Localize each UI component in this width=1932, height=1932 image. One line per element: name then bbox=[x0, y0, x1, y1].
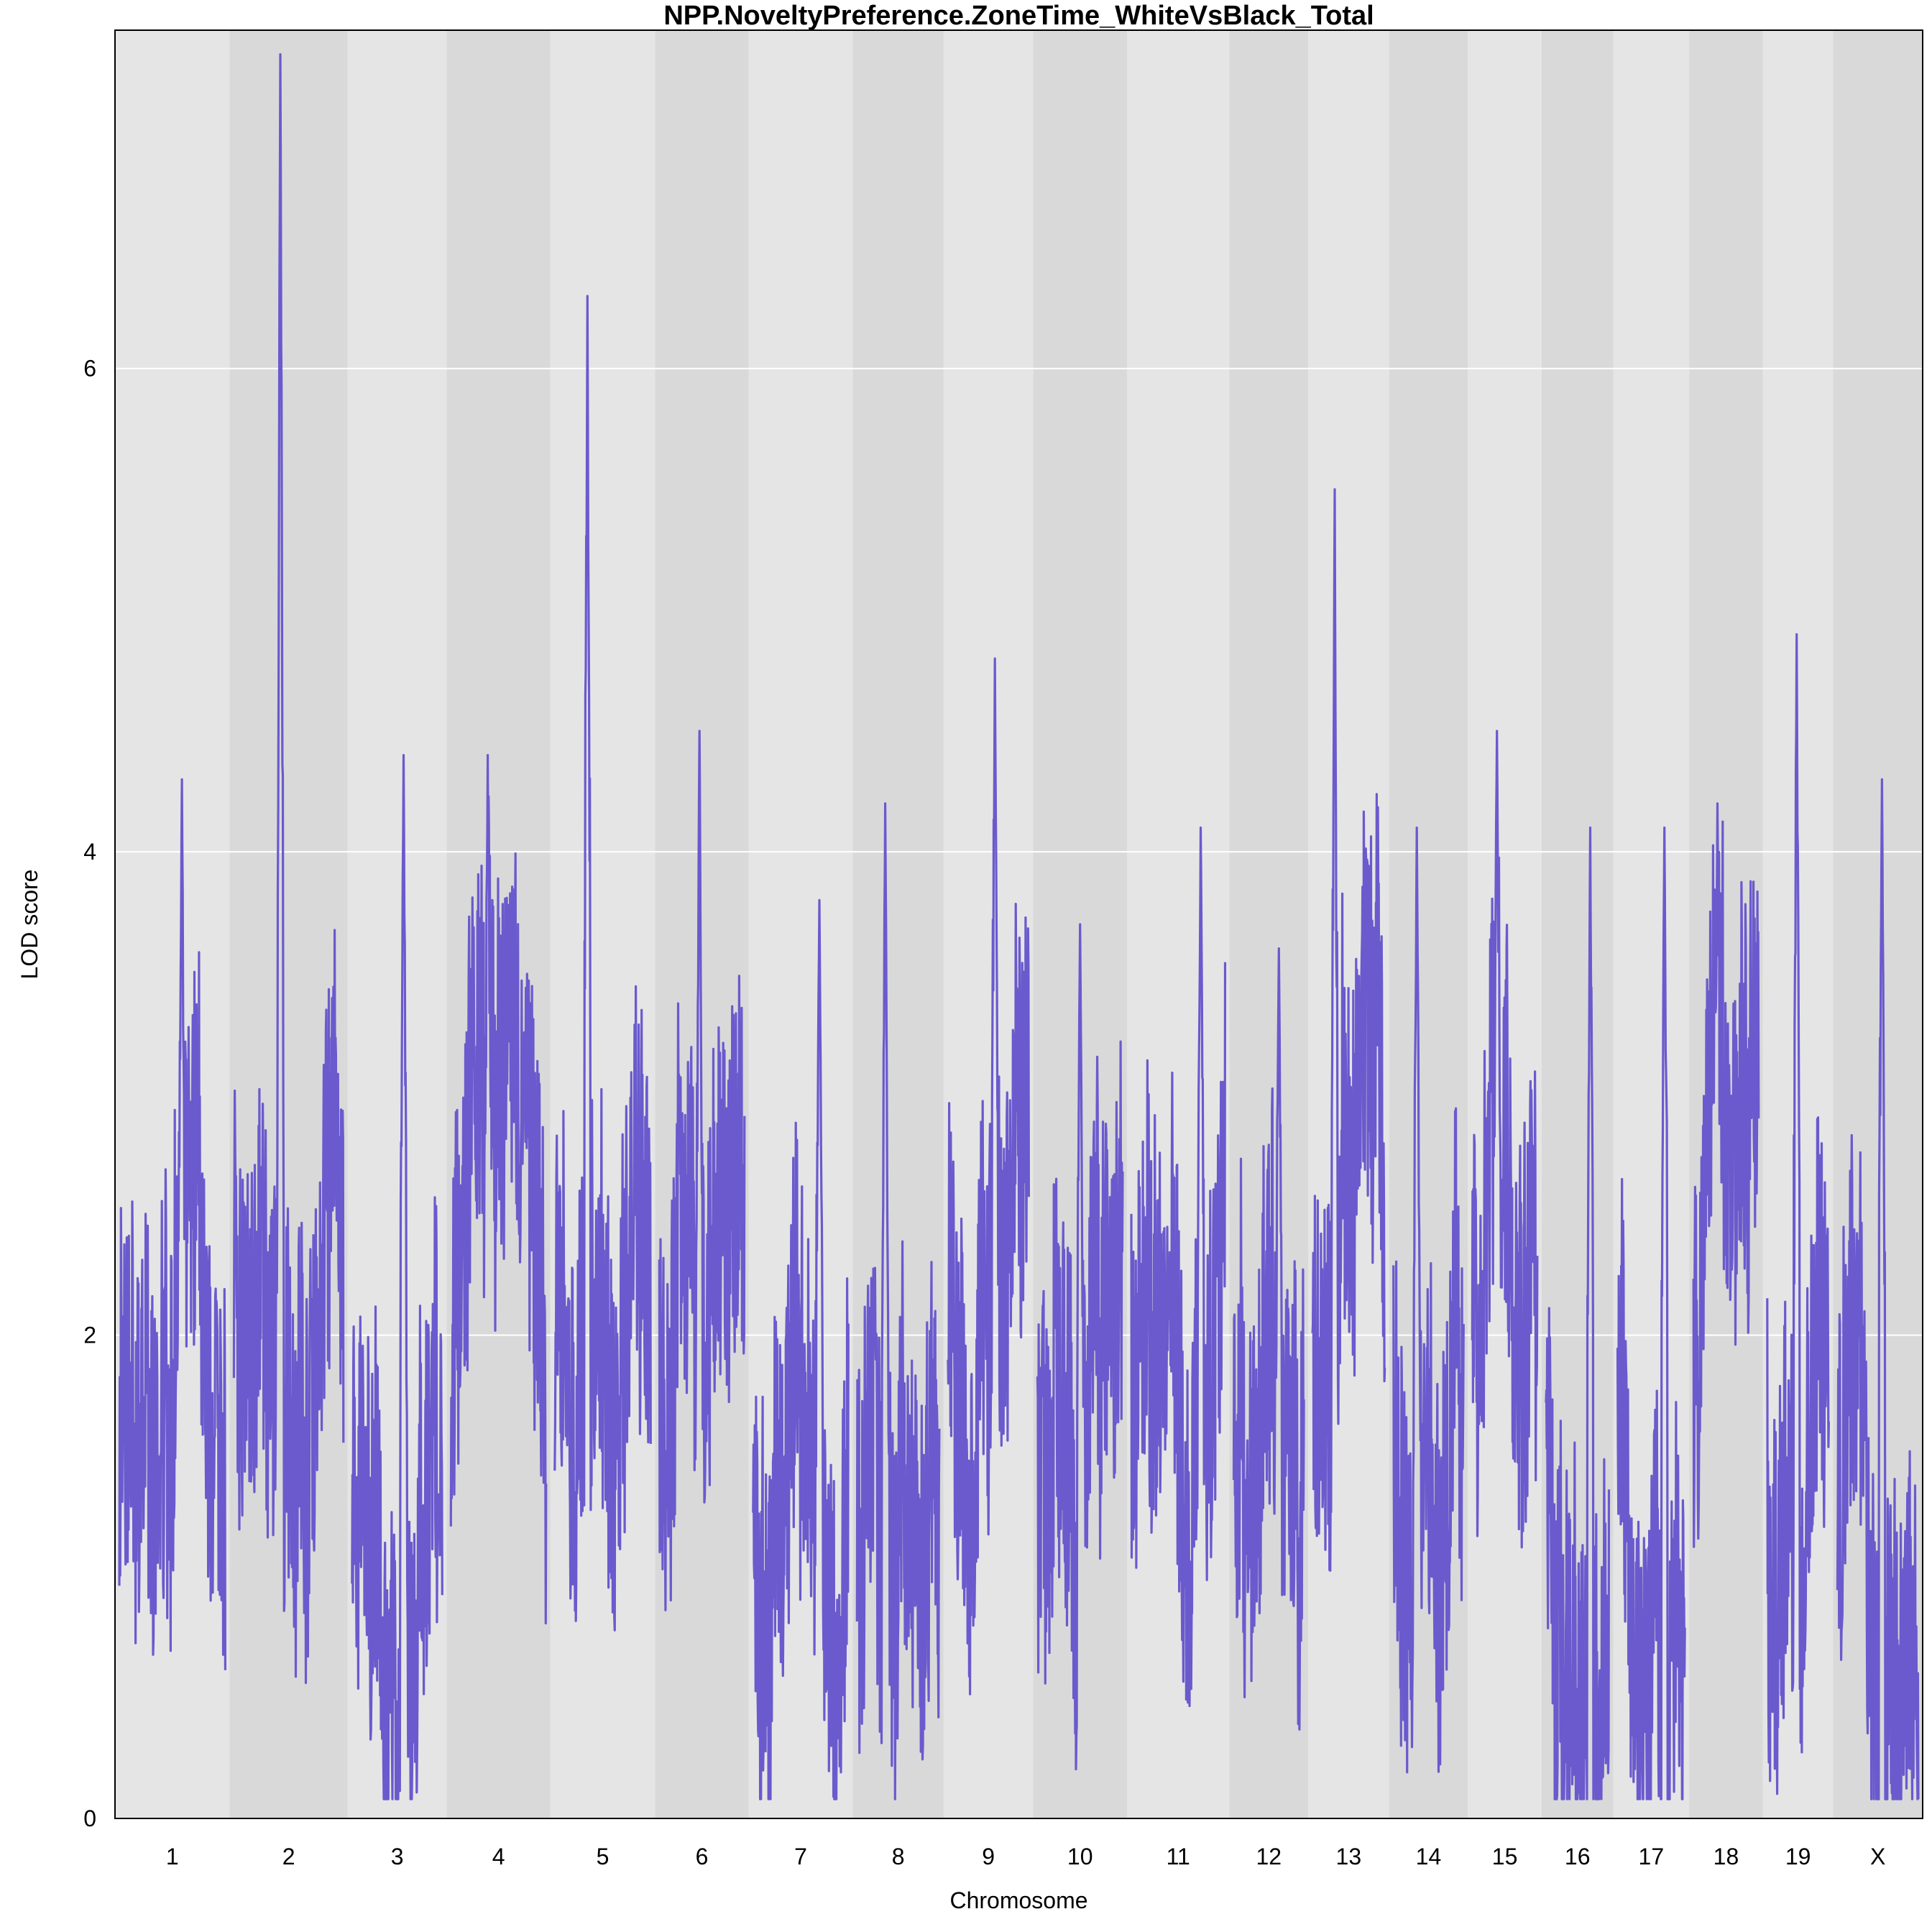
chromosome-band bbox=[655, 30, 749, 1818]
x-tick-label: 6 bbox=[696, 1844, 709, 1869]
y-tick-label: 4 bbox=[83, 839, 96, 865]
lod-trace-chr-15 bbox=[1471, 730, 1539, 1549]
y-axis-label: LOD score bbox=[17, 870, 42, 980]
y-tick-label: 0 bbox=[83, 1806, 96, 1831]
lod-trace-chr-18 bbox=[1692, 802, 1760, 1548]
lod-trace-chr-2 bbox=[232, 53, 345, 1684]
x-axis-label: Chromosome bbox=[949, 1887, 1087, 1913]
x-tick-label: 4 bbox=[492, 1844, 505, 1869]
x-tick-label: 1 bbox=[166, 1844, 179, 1869]
y-tick-label: 2 bbox=[83, 1322, 96, 1348]
lod-trace-chr-1 bbox=[118, 778, 226, 1670]
chart-title: NPP.NoveltyPreference.ZoneTime_WhiteVsBl… bbox=[663, 1, 1374, 31]
x-tick-label: 16 bbox=[1565, 1844, 1591, 1869]
lod-trace-chr-11 bbox=[1130, 826, 1227, 1708]
x-tick-label: 19 bbox=[1785, 1844, 1811, 1869]
x-tick-label: 5 bbox=[597, 1844, 610, 1869]
y-axis-ticks: 0 2 4 6 bbox=[83, 356, 96, 1831]
x-tick-label: 7 bbox=[794, 1844, 807, 1869]
chromosome-band bbox=[347, 30, 447, 1818]
lod-trace-chr-6 bbox=[658, 730, 746, 1611]
x-axis-ticks: 1 2 3 4 5 6 7 8 9 10 11 12 13 14 15 16 17 18 19 X bbox=[166, 1844, 1886, 1869]
x-tick-label: 14 bbox=[1416, 1844, 1442, 1869]
lod-trace-chr-17 bbox=[1616, 826, 1686, 1800]
lod-trace-chr-14 bbox=[1392, 826, 1465, 1774]
x-tick-label: 8 bbox=[892, 1844, 905, 1869]
x-tick-label: 17 bbox=[1639, 1844, 1665, 1869]
lod-trace-chr-8 bbox=[855, 802, 941, 1800]
lod-trace-chr-X bbox=[1836, 778, 1920, 1800]
y-tick-label: 6 bbox=[83, 356, 96, 382]
lod-trace-chr-12 bbox=[1232, 947, 1305, 1731]
x-tick-label: 10 bbox=[1067, 1844, 1093, 1869]
x-tick-label: 2 bbox=[282, 1844, 295, 1869]
lod-trace-chr-5 bbox=[553, 295, 652, 1632]
plot-frame bbox=[114, 29, 1923, 1819]
x-tick-label: X bbox=[1870, 1844, 1885, 1869]
lod-trace-chr-10 bbox=[1036, 923, 1124, 1771]
x-tick-label: 9 bbox=[982, 1844, 995, 1869]
x-tick-label: 18 bbox=[1714, 1844, 1739, 1869]
lod-trace-chr-13 bbox=[1311, 488, 1386, 1572]
lod-trace-chr-9 bbox=[947, 657, 1030, 1696]
x-tick-label: 13 bbox=[1336, 1844, 1362, 1869]
lod-trace-chr-3 bbox=[351, 754, 443, 1800]
x-tick-label: 3 bbox=[391, 1844, 404, 1869]
chromosome-band bbox=[1468, 30, 1542, 1818]
x-tick-label: 12 bbox=[1256, 1844, 1282, 1869]
lod-trace-chr-19 bbox=[1766, 632, 1830, 1795]
lod-trace-chr-4 bbox=[449, 754, 548, 1625]
x-tick-label: 11 bbox=[1167, 1844, 1190, 1869]
chromosome-band bbox=[550, 30, 656, 1818]
lod-trace-chr-7 bbox=[752, 898, 850, 1800]
x-tick-label: 15 bbox=[1492, 1844, 1518, 1869]
lod-trace-chr-16 bbox=[1545, 826, 1611, 1800]
lod-series bbox=[118, 53, 1920, 1800]
